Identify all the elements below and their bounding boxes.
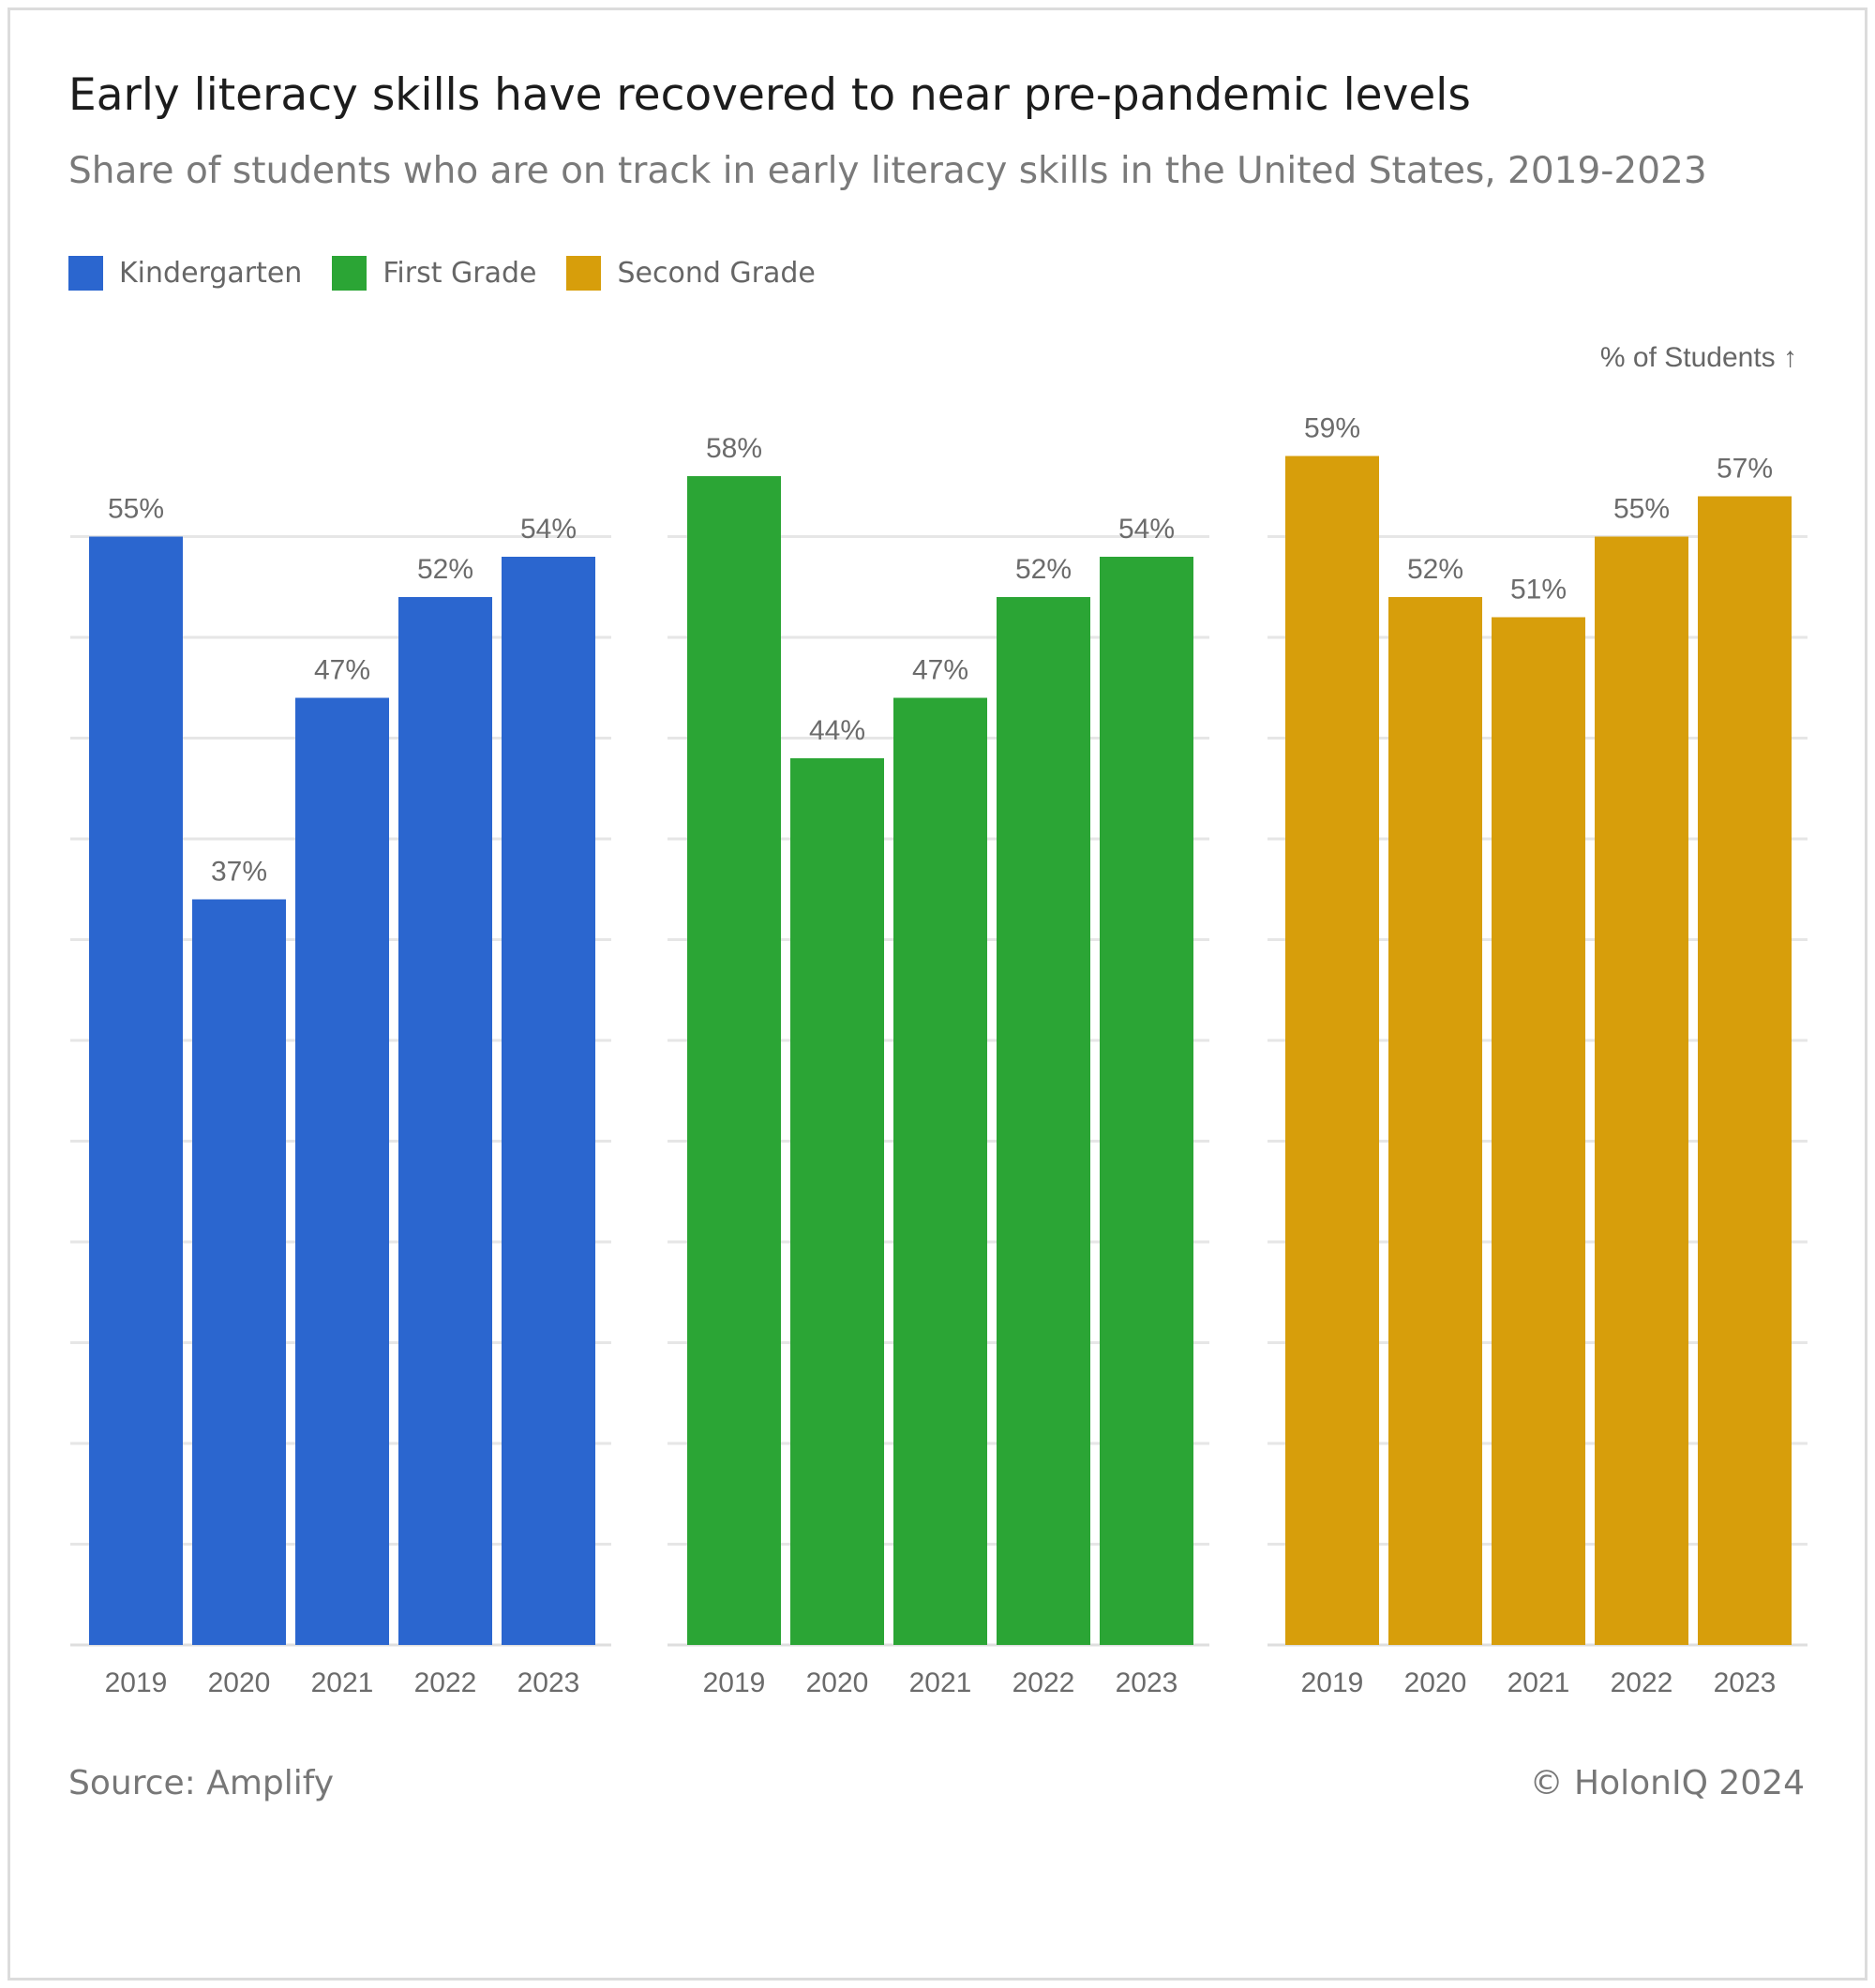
chart-subtitle: Share of students who are on track in ea… (68, 150, 1707, 192)
source-note: Source: Amplify (68, 1764, 335, 1802)
chart-frame (8, 7, 1868, 1981)
legend-swatch-second-grade (566, 256, 602, 291)
legend-swatch-kindergarten (68, 256, 103, 291)
chart-title: Early literacy skills have recovered to … (68, 69, 1471, 121)
copyright-note: © HolonIQ 2024 (1529, 1764, 1805, 1802)
legend-label-first-grade: First Grade (382, 257, 537, 290)
legend-label-kindergarten: Kindergarten (119, 257, 303, 290)
legend-item-first-grade[interactable]: First Grade (332, 256, 536, 291)
legend-item-second-grade[interactable]: Second Grade (566, 256, 816, 291)
y-axis-unit-label: % of Students ↑ (1599, 342, 1797, 373)
legend: Kindergarten First Grade Second Grade (68, 256, 846, 291)
legend-label-second-grade: Second Grade (617, 257, 816, 290)
legend-item-kindergarten[interactable]: Kindergarten (68, 256, 302, 291)
legend-swatch-first-grade (332, 256, 368, 291)
